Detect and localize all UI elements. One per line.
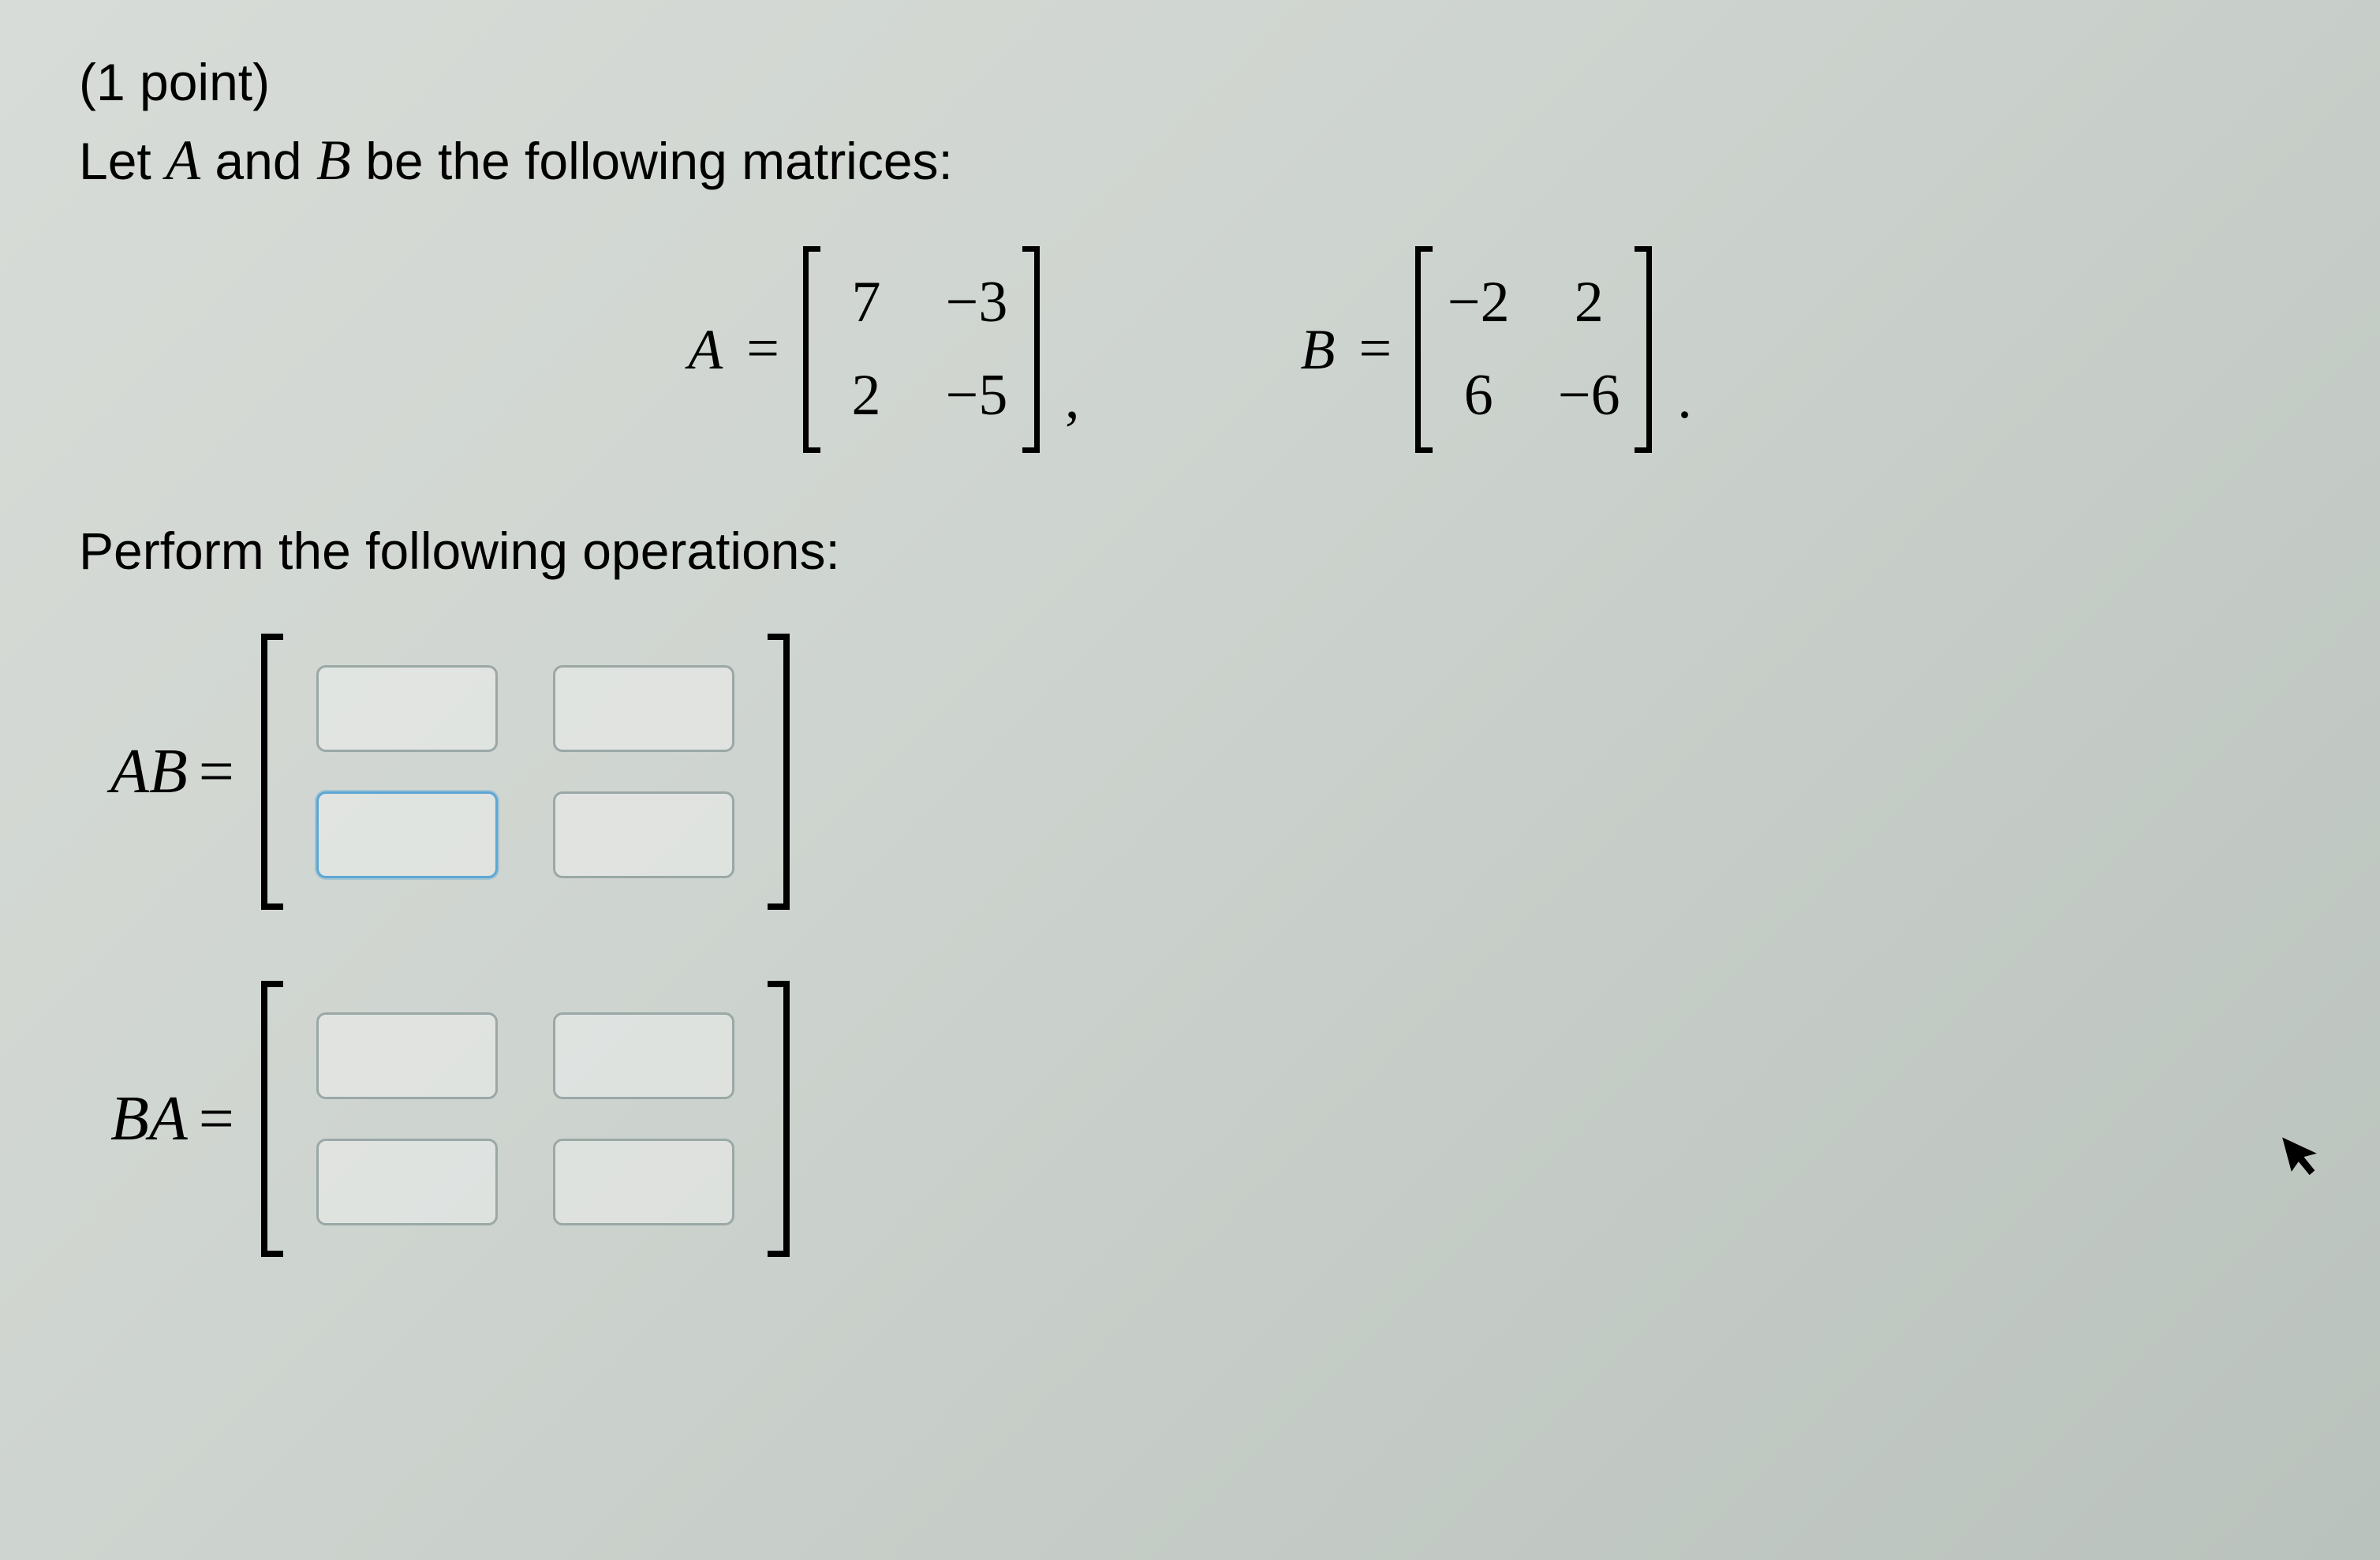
and-word: and — [200, 132, 316, 190]
answer-ab-row: AB= — [110, 634, 2301, 910]
points-label: (1 point) — [79, 47, 2301, 118]
prompt-suffix: be the following matrices: — [351, 132, 953, 190]
ba-label-text: BA — [110, 1084, 188, 1154]
var-a: A — [166, 129, 200, 192]
matrix-b-cell-1-0: 6 — [1447, 357, 1510, 436]
matrix-b-cell-0-0: −2 — [1447, 264, 1510, 342]
matrix-a-brackets: 7 −3 2 −5 — [803, 246, 1040, 453]
ab-input-matrix — [261, 634, 790, 910]
matrix-b-cell-1-1: −6 — [1557, 357, 1620, 436]
ba-input-0-0[interactable] — [316, 1012, 498, 1099]
given-matrices-row: A = 7 −3 2 −5 , B = −2 2 — [79, 246, 2301, 453]
ba-input-grid — [293, 1004, 758, 1233]
ab-input-grid — [293, 657, 758, 886]
ab-label: AB= — [110, 729, 234, 814]
ba-input-0-1[interactable] — [553, 1012, 734, 1099]
matrix-b-brackets: −2 2 6 −6 — [1415, 246, 1652, 453]
ab-label-text: AB — [110, 737, 188, 806]
ba-input-1-1[interactable] — [553, 1139, 734, 1225]
matrix-b-grid: −2 2 6 −6 — [1434, 256, 1633, 443]
equals-sign: = — [188, 737, 234, 806]
ab-input-0-0[interactable] — [316, 665, 498, 752]
equals-sign: = — [188, 1084, 234, 1154]
prompt-prefix: Let — [79, 132, 166, 190]
equals-sign: = — [1351, 310, 1399, 389]
matrix-a-label: A — [688, 312, 723, 388]
ba-input-1-0[interactable] — [316, 1139, 498, 1225]
var-b: B — [316, 129, 351, 192]
ab-input-0-1[interactable] — [553, 665, 734, 752]
matrix-a-cell-0-0: 7 — [835, 264, 898, 342]
matrix-a-definition: A = 7 −3 2 −5 , — [688, 246, 1079, 453]
matrix-a-trail: , — [1065, 360, 1080, 453]
problem-content: (1 point) Let A and B be the following m… — [79, 47, 2301, 1257]
ab-input-1-1[interactable] — [553, 791, 734, 878]
matrix-a-cell-1-0: 2 — [835, 357, 898, 436]
matrix-a-grid: 7 −3 2 −5 — [822, 256, 1021, 443]
matrix-b-trail: . — [1677, 360, 1692, 453]
answer-ba-row: BA= — [110, 981, 2301, 1257]
ba-input-matrix — [261, 981, 790, 1257]
problem-prompt: Let A and B be the following matrices: — [79, 122, 2301, 199]
ba-label: BA= — [110, 1076, 234, 1162]
equals-sign: = — [738, 310, 787, 389]
matrix-a-cell-1-1: −5 — [945, 357, 1008, 436]
operations-heading: Perform the following operations: — [79, 516, 2301, 586]
matrix-b-definition: B = −2 2 6 −6 . — [1301, 246, 1692, 453]
matrix-a-cell-0-1: −3 — [945, 264, 1008, 342]
matrix-b-cell-0-1: 2 — [1557, 264, 1620, 342]
matrix-b-label: B — [1301, 312, 1336, 388]
ab-input-1-0[interactable] — [316, 791, 498, 878]
